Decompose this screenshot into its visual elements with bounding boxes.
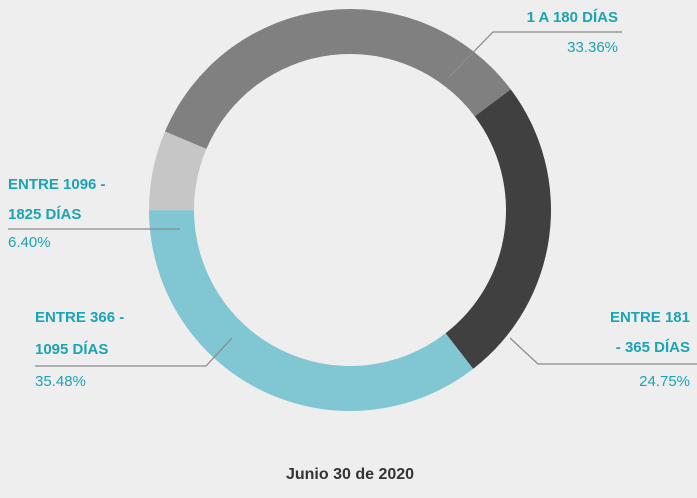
slice-value: 24.75%: [639, 373, 690, 390]
slice-label: ENTRE 366 -: [35, 309, 124, 326]
donut-slice: [445, 89, 551, 369]
slice-label: ENTRE 1096 -: [8, 176, 106, 193]
donut-slice: [164, 8, 511, 150]
slice-value: 33.36%: [567, 39, 618, 56]
slice-label: 1095 DÍAS: [35, 341, 108, 358]
chart-title: Junio 30 de 2020: [286, 466, 414, 483]
slice-label: 1825 DÍAS: [8, 206, 81, 223]
slice-label: - 365 DÍAS: [616, 339, 690, 356]
donut-slice: [149, 210, 474, 411]
slice-label: 1 A 180 DÍAS: [527, 9, 618, 26]
slice-value: 35.48%: [35, 373, 86, 390]
leader-line: [509, 337, 697, 365]
donut-slice: [149, 131, 207, 211]
slice-label: ENTRE 181: [610, 309, 690, 326]
leader-line: [35, 337, 233, 367]
leader-line: [447, 31, 622, 79]
slice-value: 6.40%: [8, 234, 51, 251]
